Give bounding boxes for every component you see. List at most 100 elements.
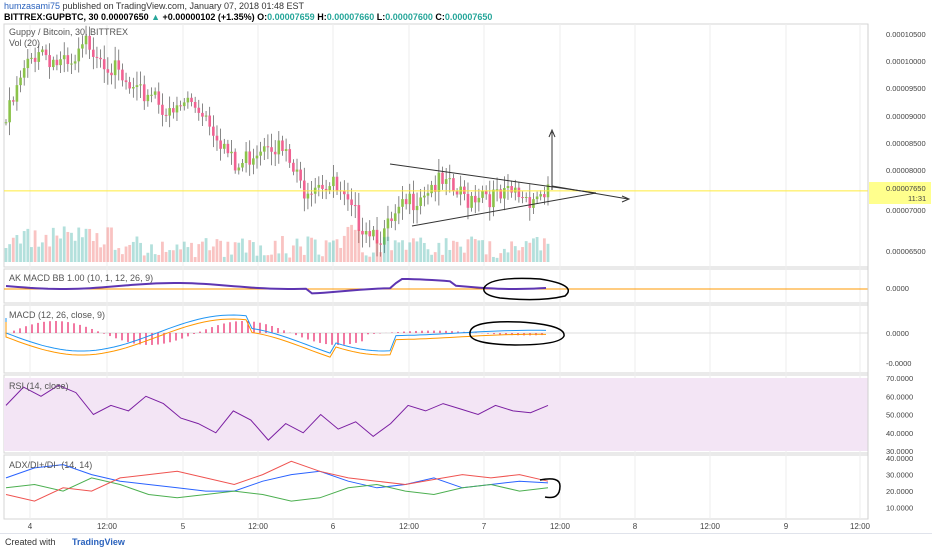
candle-body [412,193,415,211]
volume-bar [433,252,437,262]
volume-bar [426,249,430,262]
volume-bar [255,255,259,262]
candle-body [393,213,397,222]
candle-body [361,230,364,235]
volume-bar [517,250,521,262]
volume-bar [306,236,310,262]
volume-bar [211,246,215,262]
candle-body [532,199,535,208]
volume-bar [168,250,172,262]
volume-bar [313,239,317,262]
volume-bar [121,254,124,262]
price-tick-5: 0.00008000 [886,166,926,175]
volume-bar [266,255,270,262]
volume-bar [386,236,390,262]
volume-bar [339,247,343,262]
close-label: C: [435,12,445,22]
volume-bar [237,242,241,262]
candle-body [132,87,135,89]
candle-body [353,205,357,207]
adx-tick-3: 10.0000 [886,504,913,513]
candle-body [208,115,212,127]
volume-bar [361,252,364,262]
volume-bar [419,237,423,262]
volume-bar [102,244,106,262]
candle-body [59,59,62,66]
volume-bar [77,227,81,262]
candle-body [401,199,404,207]
adx-series-ADX [5,464,549,492]
candle-body [430,184,433,194]
candle-body [342,191,346,195]
candle-body [517,187,521,198]
candle-body [66,55,70,64]
candle-body [190,97,193,102]
candle-body [368,231,372,237]
price-axis[interactable]: 0.00010500 0.00010000 0.00009500 0.00009000… [867,24,931,519]
volume-bar [59,238,62,262]
candle-body [295,169,299,172]
adx-tick-0: 40.0000 [886,454,913,463]
candle-body [503,188,506,199]
volume-bar [455,241,459,262]
tradingview-logo[interactable]: TradingView [72,537,125,547]
candle-body [150,94,153,96]
volume-bar [350,224,353,262]
volume-bar [33,230,37,262]
time-axis[interactable]: 4 12:00 5 12:00 6 12:00 7 12:00 8 12:00 9 12:00 [28,522,871,531]
candle-body [226,143,230,154]
price-tick-0: 0.00010500 [886,30,926,39]
volume-bar [495,257,499,262]
candle-body [284,149,288,151]
candle-body [292,162,295,172]
volume-bar [48,246,52,262]
candle-body [390,218,393,222]
volume-bar [328,242,332,262]
volume-bar [357,229,361,262]
candle-body [481,190,484,198]
price-tick-4: 0.00008500 [886,139,926,148]
publish-info: humzasami75 published on TradingView.com… [4,1,304,12]
candle-body [219,140,222,149]
candle-body [444,179,448,184]
arrow-up-icon [548,128,556,138]
candle-body [248,151,252,165]
macd-tick-1: -0.0000 [886,359,911,368]
candle-body [139,84,142,86]
candle-body [62,55,66,60]
volume-bar [291,245,295,262]
candle-body [452,178,455,192]
username-link[interactable]: humzasami75 [4,1,61,11]
volume-bar [281,236,284,262]
candle-body [84,35,88,45]
volume-bar [26,228,30,262]
price-tick-3: 0.00009000 [886,112,926,121]
last-price: 0.00007650 [101,12,149,22]
candle-body [77,48,81,62]
candle-body [182,102,186,107]
candle-body [110,72,113,76]
volume-bar [441,254,444,262]
macd-label: MACD (12, 26, close, 9) [9,310,106,320]
time-tick-1: 12:00 [97,522,118,531]
time-tick-5: 12:00 [399,522,420,531]
candle-body [230,151,233,154]
volume-bar [204,238,208,262]
published-text: published on TradingView.com, January 07… [62,1,305,11]
volume-bar [241,238,244,262]
volume-bar [302,254,306,262]
volume-bar [244,252,248,262]
time-tick-3: 12:00 [248,522,269,531]
candle-body [288,149,292,163]
volume-bar [437,242,441,262]
candle-body [222,143,226,149]
candle-body [375,229,379,244]
volume-bar [288,257,292,262]
volume-bar [317,254,321,262]
volume-bar [415,241,419,262]
candle-body [426,193,430,196]
volume-bar [62,226,66,262]
volume-bar [277,253,281,262]
candle-body [448,178,452,180]
